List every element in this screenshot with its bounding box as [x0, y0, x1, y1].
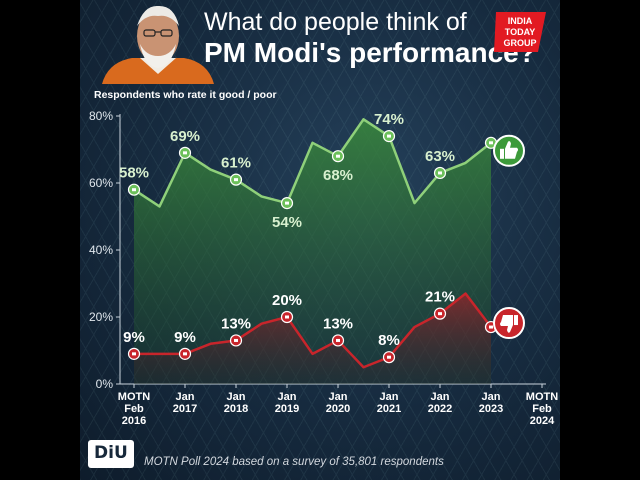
x-tick-label-line: 2024: [530, 415, 555, 427]
poor-data-label: 9%: [174, 329, 196, 346]
diu-logo-text: DiU: [94, 443, 128, 463]
good-data-label: 54%: [272, 214, 302, 231]
poor-data-label: 21%: [425, 289, 455, 306]
y-tick-label: 40%: [89, 243, 113, 257]
good-data-label: 58%: [119, 165, 149, 182]
poor-data-label: 9%: [123, 329, 145, 346]
footer-note: MOTN Poll 2024 based on a survey of 35,8…: [144, 456, 444, 468]
diu-logo: DiU: [88, 440, 134, 468]
india-today-group-logo: INDIA TODAY GROUP: [494, 12, 546, 52]
x-tick-label-line: Jan: [176, 391, 195, 403]
x-tick-label: Jan 2021: [377, 391, 401, 415]
svg-text:TODAY: TODAY: [505, 27, 536, 37]
x-tick-label: Jan 2017: [173, 391, 197, 415]
x-tick-label-line: 2020: [326, 403, 350, 415]
poor-series-line: [134, 292, 492, 369]
poor-point-marker: [229, 334, 243, 347]
poor-point-marker: [433, 307, 447, 320]
thumbs-down-icon: [493, 307, 525, 340]
x-tick-label: Jan 2022: [428, 391, 452, 415]
good-point-marker: [331, 150, 345, 163]
chart-subtitle: Respondents who rate it good / poor: [94, 89, 277, 101]
good-point-marker: [229, 173, 243, 186]
infographic-card: What do people think of PM Modi's perfor…: [80, 0, 560, 480]
poor-point-marker: [178, 347, 192, 360]
y-tick-label: 80%: [89, 109, 113, 123]
thumbs-up-icon: [493, 134, 525, 167]
poor-data-label: 8%: [378, 332, 400, 349]
x-tick-label-line: 2022: [428, 403, 452, 415]
good-point-marker: [127, 183, 141, 196]
poor-data-label: 20%: [272, 292, 302, 309]
x-tick-label-line: Jan: [227, 391, 246, 403]
x-tick-label-line: 2016: [122, 415, 146, 427]
x-tick-label: Jan 2018: [224, 391, 248, 415]
x-tick-label-line: 2018: [224, 403, 248, 415]
good-data-label: 74%: [374, 111, 404, 128]
x-tick-label-line: 2017: [173, 403, 197, 415]
svg-text:INDIA: INDIA: [508, 16, 533, 26]
x-tick-label-line: Jan: [431, 391, 450, 403]
x-tick-label-line: MOTN: [526, 391, 558, 403]
x-tick-label: MOTN Feb 2024: [526, 391, 558, 427]
x-tick-label: Jan 2023: [479, 391, 503, 415]
good-series-line: [133, 118, 492, 208]
poor-point-marker: [280, 310, 294, 324]
x-tick-label-line: 2023: [479, 403, 503, 415]
good-point-marker: [382, 129, 396, 143]
x-tick-label-line: Jan: [482, 391, 501, 403]
good-point-marker: [280, 196, 294, 210]
good-area: [134, 119, 491, 384]
good-data-label: 63%: [425, 148, 455, 165]
poor-area: [134, 293, 491, 384]
good-data-label: 61%: [221, 155, 251, 172]
y-tick-label: 60%: [89, 176, 113, 190]
poor-data-label: 13%: [221, 315, 251, 332]
poor-point-marker: [331, 334, 345, 347]
poor-point-marker: [127, 347, 141, 360]
y-tick-label: 0%: [96, 377, 114, 391]
poor-point-marker: [382, 351, 396, 364]
x-tick-label-line: 2021: [377, 403, 401, 415]
good-point-marker: [178, 146, 192, 159]
good-data-label: 68%: [323, 167, 353, 184]
x-tick-label-line: Feb: [532, 403, 552, 415]
poor-data-label: 13%: [323, 315, 353, 332]
good-point-marker: [433, 166, 447, 180]
chart-title-line1: What do people think of: [204, 8, 467, 36]
svg-text:GROUP: GROUP: [503, 38, 536, 48]
x-tick-label-line: MOTN: [118, 391, 150, 403]
x-tick-label-line: 2019: [275, 403, 299, 415]
y-tick-label: 20%: [89, 310, 113, 324]
x-tick-label-line: Jan: [380, 391, 399, 403]
x-tick-label: MOTN Feb 2016: [118, 391, 150, 427]
modi-portrait: [102, 5, 214, 84]
x-tick-label-line: Jan: [278, 391, 297, 403]
x-tick-label-line: Feb: [124, 403, 144, 415]
chart-title-line2: PM Modi's performance?: [204, 37, 536, 68]
x-tick-label-line: Jan: [329, 391, 348, 403]
x-tick-label: Jan 2019: [275, 391, 299, 415]
good-data-label: 69%: [170, 128, 200, 145]
x-tick-label: Jan 2020: [326, 391, 350, 415]
